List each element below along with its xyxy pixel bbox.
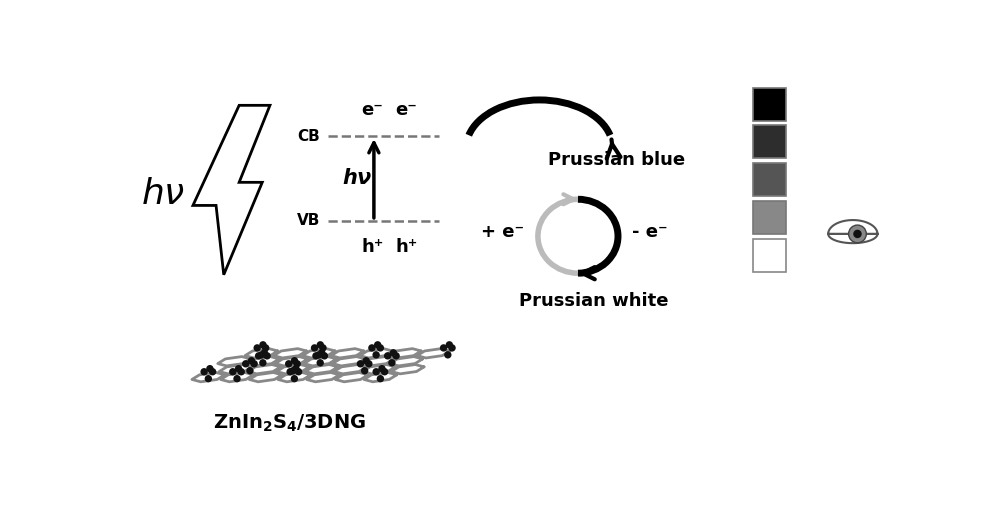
Circle shape [440, 344, 447, 352]
Circle shape [853, 230, 862, 238]
Circle shape [390, 349, 397, 356]
Circle shape [291, 375, 298, 382]
Circle shape [381, 368, 388, 375]
Text: Prussian blue: Prussian blue [548, 151, 685, 169]
Circle shape [312, 352, 320, 359]
Circle shape [374, 341, 381, 349]
Text: VB: VB [297, 214, 320, 228]
Circle shape [317, 359, 324, 367]
Text: Prussian white: Prussian white [519, 292, 668, 310]
Circle shape [321, 352, 328, 359]
Circle shape [318, 349, 325, 356]
Circle shape [377, 375, 384, 382]
Text: $h\nu$: $h\nu$ [141, 177, 186, 211]
Bar [753, 125, 786, 158]
Circle shape [209, 368, 216, 375]
Circle shape [261, 349, 268, 356]
Circle shape [319, 344, 327, 352]
Circle shape [365, 360, 373, 368]
Circle shape [286, 368, 294, 375]
Circle shape [291, 357, 298, 365]
Circle shape [377, 344, 384, 352]
Circle shape [388, 359, 396, 367]
Circle shape [849, 225, 866, 243]
Text: h⁺: h⁺ [395, 238, 417, 256]
Circle shape [448, 344, 456, 352]
Circle shape [205, 375, 212, 382]
Circle shape [285, 360, 292, 368]
Text: $\mathbf{ZnIn_2S_4/3DNG}$: $\mathbf{ZnIn_2S_4/3DNG}$ [213, 413, 366, 434]
Text: e⁻: e⁻ [395, 101, 417, 119]
Circle shape [361, 367, 368, 374]
Circle shape [259, 341, 267, 349]
Circle shape [392, 352, 400, 359]
Circle shape [262, 344, 269, 352]
Circle shape [238, 368, 245, 375]
Text: $\bfit{h\nu}$: $\bfit{h\nu}$ [342, 168, 372, 188]
Circle shape [378, 365, 386, 372]
Text: h⁺: h⁺ [361, 238, 384, 256]
Circle shape [235, 365, 242, 372]
Text: - e⁻: - e⁻ [632, 223, 667, 241]
Circle shape [263, 352, 271, 359]
Circle shape [372, 368, 380, 375]
Circle shape [206, 365, 214, 372]
Circle shape [362, 357, 370, 365]
Circle shape [295, 368, 302, 375]
Circle shape [253, 344, 261, 352]
Circle shape [311, 344, 318, 352]
Circle shape [250, 360, 258, 368]
Circle shape [289, 367, 297, 374]
Circle shape [229, 368, 236, 375]
Circle shape [233, 375, 241, 382]
Bar [753, 239, 786, 272]
Circle shape [444, 351, 452, 358]
Polygon shape [828, 220, 877, 243]
Circle shape [292, 365, 300, 372]
Circle shape [372, 351, 380, 358]
Circle shape [242, 360, 249, 368]
Circle shape [255, 352, 262, 359]
Circle shape [200, 368, 208, 375]
Bar [753, 88, 786, 121]
Circle shape [246, 367, 254, 374]
Circle shape [446, 341, 453, 349]
Circle shape [317, 341, 324, 349]
Circle shape [259, 359, 267, 367]
Circle shape [258, 351, 265, 358]
Bar [753, 201, 786, 234]
Circle shape [248, 357, 255, 365]
Circle shape [357, 360, 364, 368]
Text: e⁻: e⁻ [361, 101, 383, 119]
Circle shape [315, 351, 322, 358]
Bar [753, 163, 786, 196]
Circle shape [293, 360, 301, 368]
Circle shape [384, 352, 391, 359]
Circle shape [368, 344, 376, 352]
Text: + e⁻: + e⁻ [481, 223, 524, 241]
Text: CB: CB [297, 129, 320, 144]
